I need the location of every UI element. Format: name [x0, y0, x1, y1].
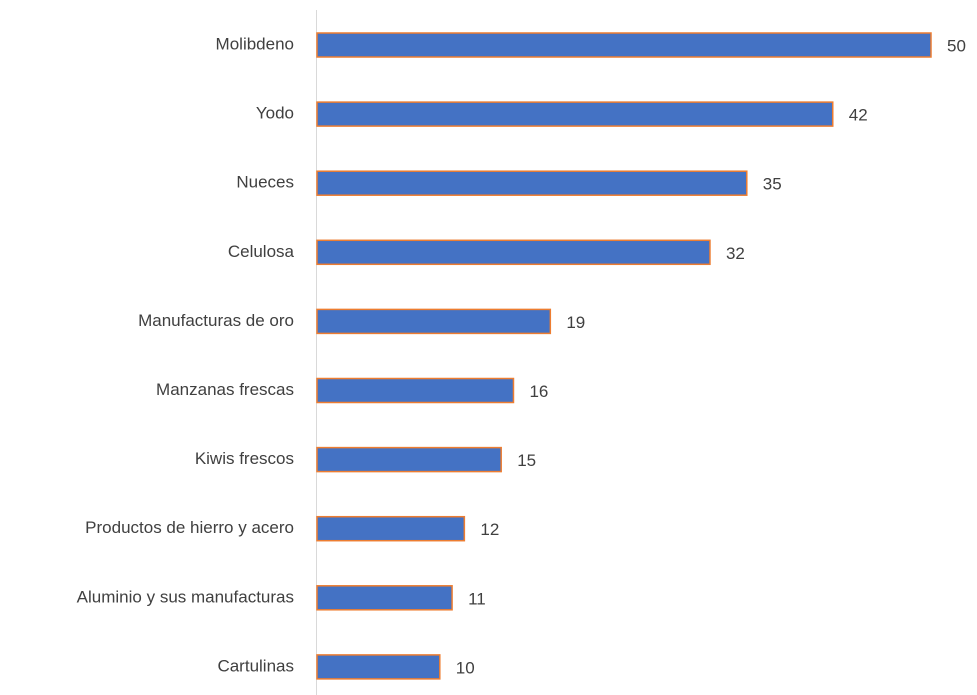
bar	[316, 515, 466, 542]
bar	[316, 585, 453, 611]
bar	[316, 654, 441, 680]
bar	[316, 308, 552, 335]
value-label: 15	[517, 451, 536, 470]
bar	[316, 101, 834, 127]
bar	[316, 239, 711, 266]
category-label: Yodo	[256, 104, 294, 123]
category-label: Nueces	[236, 173, 294, 192]
category-label: Aluminio y sus manufacturas	[77, 587, 294, 606]
value-label: 19	[566, 313, 585, 332]
value-label: 50	[947, 36, 966, 55]
bar	[316, 446, 502, 473]
value-label: 11	[468, 589, 486, 608]
value-label: 10	[456, 658, 475, 677]
category-label: Celulosa	[228, 242, 295, 261]
value-label: 16	[529, 382, 548, 401]
category-label: Cartulinas	[217, 656, 294, 675]
value-label: 35	[763, 175, 782, 194]
bar	[316, 170, 748, 196]
bar	[316, 377, 515, 404]
category-label: Manzanas frescas	[156, 380, 294, 399]
category-label: Molibdeno	[216, 34, 294, 53]
category-label: Kiwis frescos	[195, 449, 294, 468]
value-label: 12	[480, 520, 499, 539]
value-label: 42	[849, 106, 868, 125]
bar	[316, 32, 932, 58]
value-label: 32	[726, 244, 745, 263]
category-label: Manufacturas de oro	[138, 311, 294, 330]
category-label: Productos de hierro y acero	[85, 518, 294, 537]
